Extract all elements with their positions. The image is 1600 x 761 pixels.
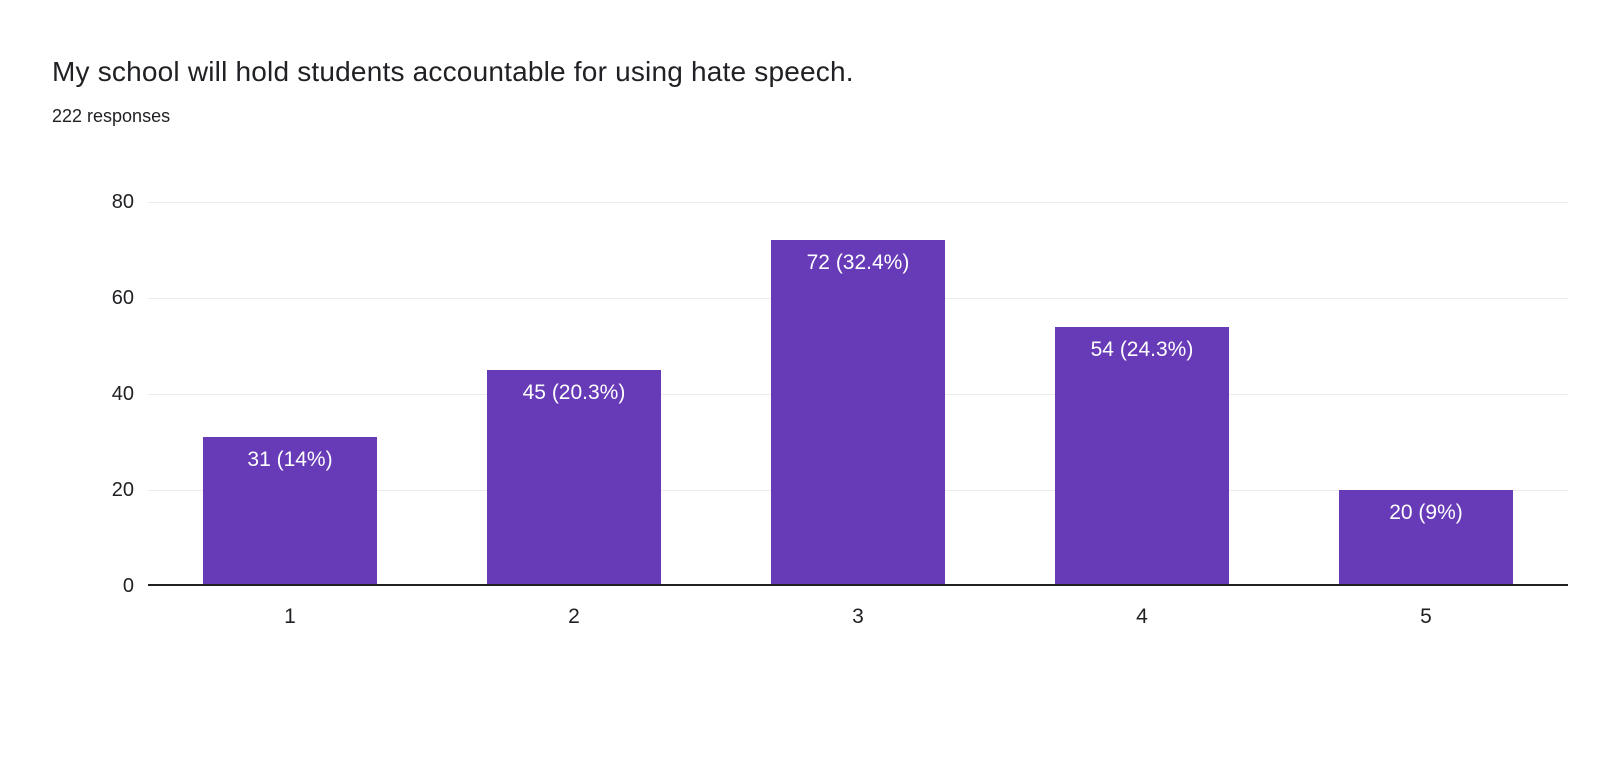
y-tick-label-40: 40 — [111, 383, 134, 405]
bar-value-label-1: 31 (14%) — [247, 448, 333, 472]
bar-2: 45 (20.3%) — [487, 370, 661, 586]
x-axis-line — [148, 584, 1568, 586]
bar-4: 54 (24.3%) — [1055, 326, 1229, 586]
x-axis: 1 2 3 4 5 — [148, 604, 1568, 634]
x-tick-label-1: 1 — [284, 605, 296, 628]
bar-3: 72 (32.4%) — [771, 240, 945, 586]
question-title: My school will hold students accountable… — [52, 56, 854, 87]
bar-value-label-2: 45 (20.3%) — [522, 381, 626, 404]
x-tick-label-4: 4 — [1136, 605, 1148, 628]
y-axis: 0 20 40 60 80 — [0, 192, 134, 596]
bar-value-label-5: 20 (9%) — [1389, 501, 1463, 524]
bar-value-label-3: 72 (32.4%) — [806, 251, 910, 275]
gridline-80 — [148, 202, 1568, 203]
bar-1: 31 (14%) — [203, 437, 377, 586]
x-tick-label-3: 3 — [852, 605, 864, 628]
y-tick-label-80: 80 — [111, 191, 134, 213]
y-tick-label-60: 60 — [111, 287, 134, 309]
y-tick-label-0: 0 — [122, 575, 134, 597]
bar-chart-plot-area: 31 (14%) 45 (20.3%) 72 (32.4%) 54 (24.3%) 20… — [148, 202, 1568, 586]
x-tick-label-2: 2 — [568, 605, 580, 628]
response-count: 222 responses — [52, 106, 171, 126]
bar-5: 20 (9%) — [1339, 490, 1513, 586]
y-tick-label-20: 20 — [111, 479, 134, 501]
bar-value-label-4: 54 (24.3%) — [1090, 337, 1194, 361]
x-tick-label-5: 5 — [1420, 605, 1432, 628]
